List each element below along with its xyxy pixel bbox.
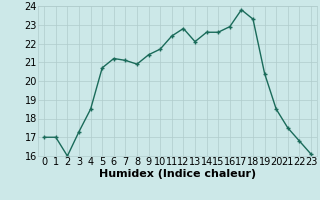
X-axis label: Humidex (Indice chaleur): Humidex (Indice chaleur) — [99, 169, 256, 179]
